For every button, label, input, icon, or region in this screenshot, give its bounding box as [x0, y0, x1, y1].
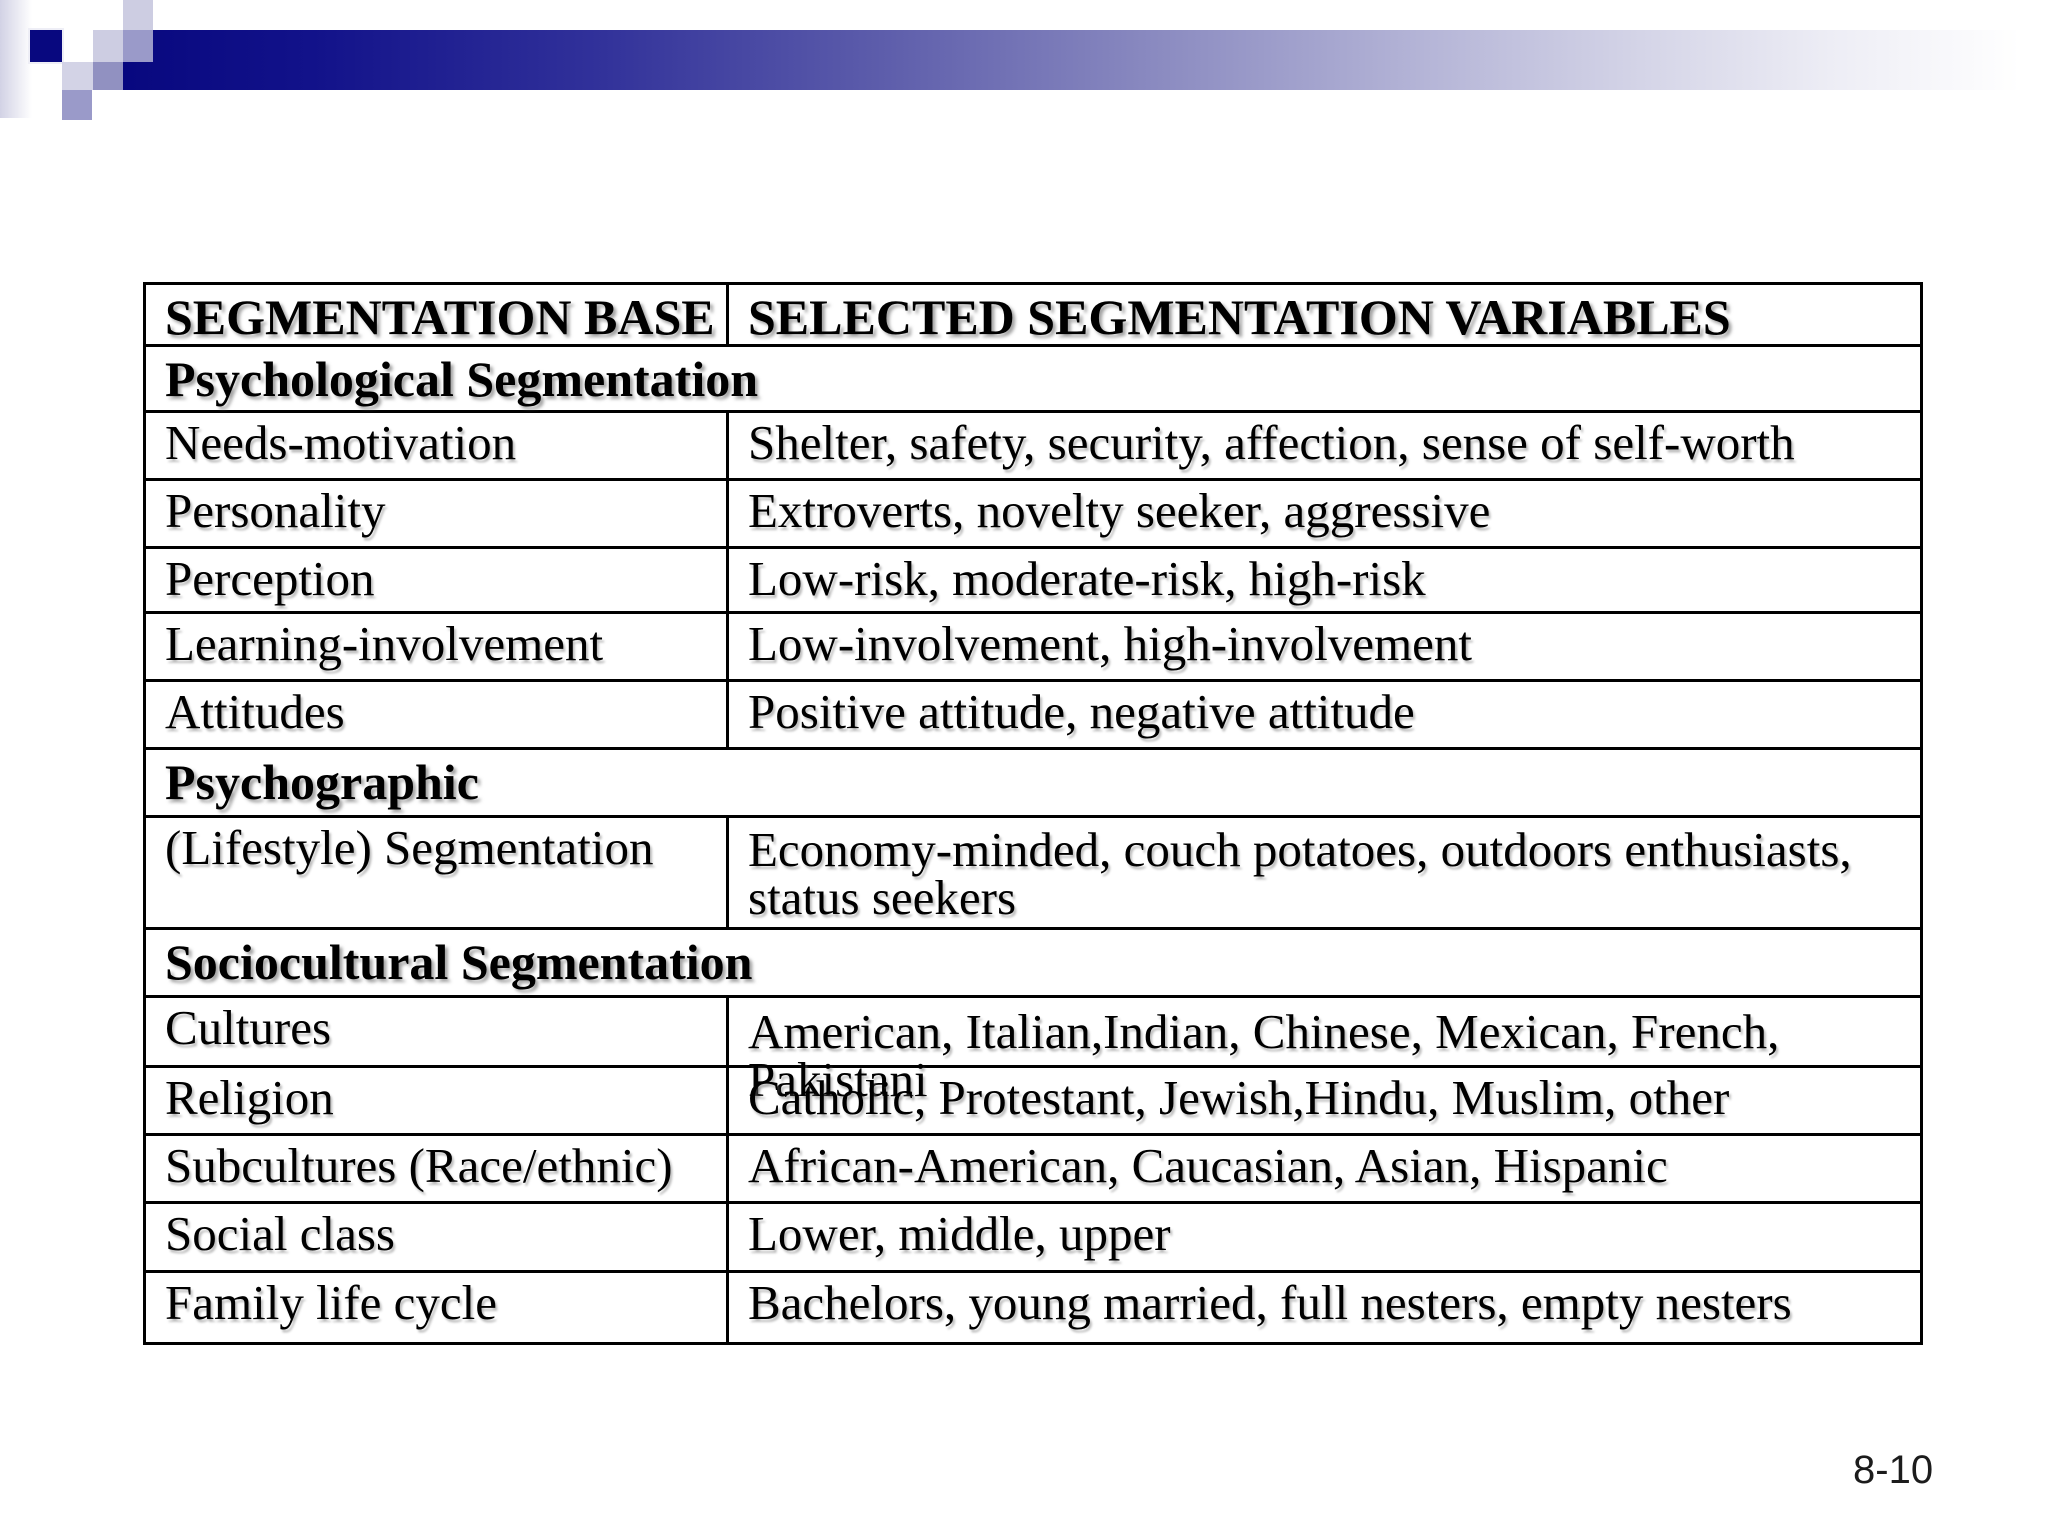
decor-left-strip	[0, 0, 32, 118]
section-label: Psychographic	[165, 754, 479, 810]
decor-square-medium-1	[123, 30, 153, 62]
header-decoration	[0, 0, 2048, 130]
table-row-cultures: Cultures American, Italian,Indian, Chine…	[146, 998, 1920, 1104]
cell-variables: Lower, middle, upper	[748, 1206, 1171, 1261]
cell-variables: Positive attitude, negative attitude	[748, 684, 1415, 739]
cell-base: Personality	[146, 481, 729, 546]
decor-square-light-2	[62, 62, 93, 90]
cell-variables: Catholic, Protestant, Jewish,Hindu, Musl…	[748, 1070, 1730, 1125]
table-row-learning-involvement: Learning-involvement Low-involvement, hi…	[146, 614, 1920, 682]
section-label: Sociocultural Segmentation	[165, 934, 753, 990]
cultures-overflow-text: American, Italian,Indian, Chinese, Mexic…	[748, 1004, 1780, 1107]
cell-base: Attitudes	[146, 682, 729, 747]
cell-base: (Lifestyle) Segmentation	[146, 818, 729, 927]
cell-variables: Shelter, safety, security, affection, se…	[748, 415, 1795, 470]
table-row-social-class: Social class Lower, middle, upper	[146, 1204, 1920, 1273]
table-header-row: SEGMENTATION BASE SELECTED SEGMENTATION …	[146, 285, 1920, 347]
table-row-family-life-cycle: Family life cycle Bachelors, young marri…	[146, 1273, 1920, 1342]
cell-base: Perception	[146, 549, 729, 611]
decor-square-medium-2	[93, 62, 123, 90]
decor-square-light-1	[93, 30, 123, 62]
decor-square-navy	[30, 30, 62, 62]
section-row-psychological: Psychological Segmentation	[146, 347, 1920, 413]
cell-variables: African-American, Caucasian, Asian, Hisp…	[748, 1138, 1668, 1193]
table-row-lifestyle: (Lifestyle) Segmentation Economy-minded,…	[146, 818, 1920, 930]
cell-base: Learning-involvement	[146, 614, 729, 679]
section-row-psychographic: Psychographic	[146, 750, 1920, 818]
table-row-needs-motivation: Needs-motivation Shelter, safety, securi…	[146, 413, 1920, 481]
decor-square-medium-3	[62, 90, 92, 120]
table-row-perception: Perception Low-risk, moderate-risk, high…	[146, 549, 1920, 614]
cell-variables: Economy-minded, couch potatoes, outdoors…	[748, 822, 1852, 925]
cell-variables: Extroverts, novelty seeker, aggressive	[748, 483, 1491, 538]
table-row-personality: Personality Extroverts, novelty seeker, …	[146, 481, 1920, 549]
table-row-attitudes: Attitudes Positive attitude, negative at…	[146, 682, 1920, 750]
decor-gradient-band	[123, 30, 2020, 90]
cell-variables: Low-involvement, high-involvement	[748, 616, 1472, 671]
cell-base: Subcultures (Race/ethnic)	[146, 1136, 729, 1201]
section-label: Psychological Segmentation	[165, 351, 759, 407]
cell-base: Needs-motivation	[146, 413, 729, 478]
cell-base: Cultures	[146, 998, 729, 1065]
section-row-sociocultural: Sociocultural Segmentation	[146, 930, 1920, 998]
table-row-subcultures: Subcultures (Race/ethnic) African-Americ…	[146, 1136, 1920, 1204]
cell-base: Social class	[146, 1204, 729, 1270]
decor-square-light-top	[123, 0, 153, 30]
column-header-variables: SELECTED SEGMENTATION VARIABLES	[748, 289, 1731, 345]
cell-variables: Low-risk, moderate-risk, high-risk	[748, 551, 1426, 606]
cell-base: Religion	[146, 1068, 729, 1133]
page-number: 8-10	[1853, 1448, 1934, 1492]
cell-base: Family life cycle	[146, 1273, 729, 1342]
cell-variables: Bachelors, young married, full nesters, …	[748, 1275, 1792, 1330]
table-row-religion: Religion Catholic, Protestant, Jewish,Hi…	[146, 1068, 1920, 1136]
cell-variables-overflowing: American, Italian,Indian, Chinese, Mexic…	[729, 998, 1920, 1104]
segmentation-table: SEGMENTATION BASE SELECTED SEGMENTATION …	[143, 282, 1923, 1345]
column-header-base: SEGMENTATION BASE	[146, 285, 729, 345]
